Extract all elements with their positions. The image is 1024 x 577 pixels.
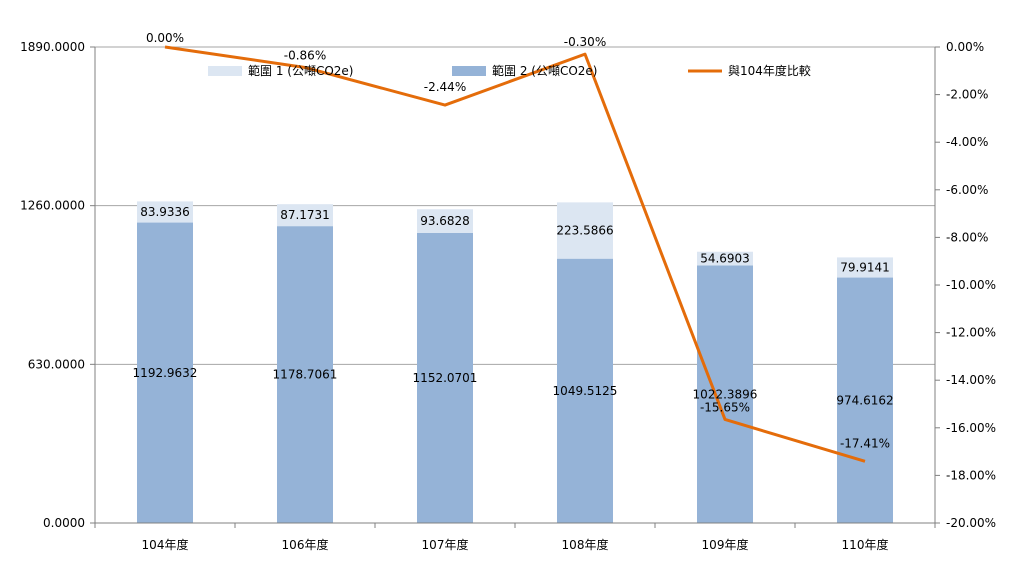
bar-segment	[557, 258, 613, 523]
bar-segment	[697, 251, 753, 266]
data-labels: 1192.9632 83.9336 1178.7061 87.1731 1152.070…	[133, 31, 894, 450]
line-data-label: -17.41%	[840, 436, 890, 450]
legend-label: 範圍 2 (公噸CO2e)	[492, 63, 597, 78]
right-axis-tick-label: -4.00%	[946, 135, 988, 149]
x-axis-tick-label: 104年度	[142, 537, 189, 552]
x-axis-tick-label: 110年度	[842, 537, 889, 552]
right-axis-tick-label: -6.00%	[946, 183, 988, 197]
bar-data-label: 1049.5125	[553, 384, 618, 398]
bar-segment	[137, 201, 193, 223]
bar-data-label: 1152.0701	[413, 371, 478, 385]
line-series	[164, 45, 866, 463]
bar-segment	[277, 204, 333, 227]
bar-data-label: 79.9141	[840, 260, 890, 274]
x-axis-tick-label: 108年度	[562, 537, 609, 552]
right-axis-tick-label: -10.00%	[946, 278, 996, 292]
bar-data-label: 1192.9632	[133, 366, 198, 380]
bar-segment	[277, 226, 333, 523]
x-axis-tick-label: 107年度	[422, 537, 469, 552]
legend: 範圍 1 (公噸CO2e) 範圍 2 (公噸CO2e) 與104年度比較	[208, 63, 811, 78]
bars	[137, 201, 893, 524]
line-data-label: -0.30%	[564, 35, 606, 49]
bar-segment	[137, 222, 193, 524]
x-axis-tick-label: 106年度	[282, 537, 329, 552]
left-axis-tick-label: 1260.0000	[20, 199, 85, 213]
gridlines	[95, 46, 935, 365]
bar-segment	[417, 209, 473, 233]
legend-swatch	[208, 66, 242, 76]
right-axis-tick-label: -14.00%	[946, 373, 996, 387]
bar-data-label: 974.6162	[836, 393, 893, 407]
bar-segment	[557, 202, 613, 259]
right-axis-tick-label: -18.00%	[946, 468, 996, 482]
bar-data-label: 223.5866	[556, 224, 613, 238]
right-axis-tick-label: -12.00%	[946, 326, 996, 340]
right-axis-tick-label: -8.00%	[946, 230, 988, 244]
line-data-label: -15.65%	[700, 400, 750, 414]
bar-segment	[417, 232, 473, 524]
left-axis-tick-label: 1890.0000	[20, 40, 85, 54]
line-data-label: -2.44%	[424, 80, 466, 94]
bar-data-label: 1022.3896	[693, 387, 758, 401]
axes: 0.0000 630.0000 1260.0000 1890.0000 0.00% -2.…	[20, 40, 996, 552]
legend-label: 範圍 1 (公噸CO2e)	[248, 63, 353, 78]
bar-segment	[837, 257, 893, 278]
bar-data-label: 93.6828	[420, 214, 470, 228]
left-axis-tick-label: 0.0000	[43, 516, 85, 530]
right-axis-tick-label: -2.00%	[946, 88, 988, 102]
bar-data-label: 1178.7061	[273, 368, 338, 382]
right-axis-tick-label: 0.00%	[946, 40, 984, 54]
bar-segment	[837, 277, 893, 523]
line-data-label: 0.00%	[146, 31, 184, 45]
bar-data-label: 87.1731	[280, 208, 330, 222]
line-data-label: -0.86%	[284, 48, 326, 62]
bar-data-label: 54.6903	[700, 252, 750, 266]
legend-swatch	[452, 66, 486, 76]
bar-data-label: 83.9336	[140, 205, 190, 219]
left-axis-tick-label: 630.0000	[28, 357, 85, 371]
line-path	[164, 45, 866, 463]
right-axis-tick-label: -20.00%	[946, 516, 996, 530]
x-axis-tick-label: 109年度	[702, 537, 749, 552]
right-axis-tick-label: -16.00%	[946, 421, 996, 435]
bar-segment	[697, 265, 753, 523]
legend-label: 與104年度比較	[728, 63, 811, 78]
